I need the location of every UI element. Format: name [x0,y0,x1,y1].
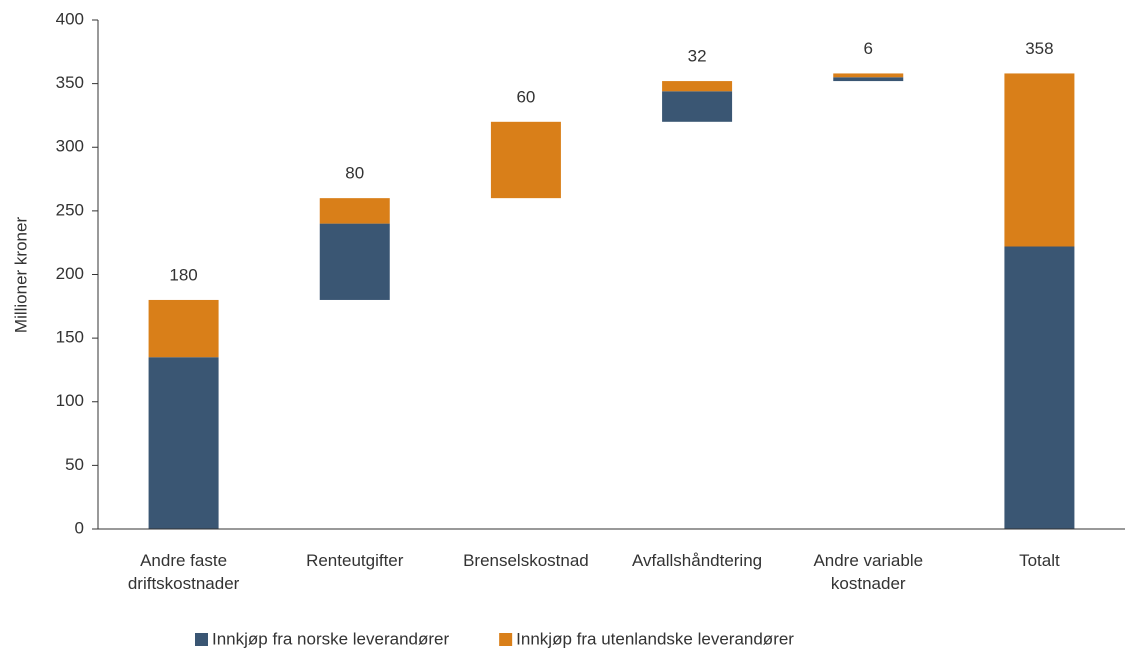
legend-swatch [195,633,208,646]
bar-segment [490,121,561,199]
y-tick-label: 50 [65,455,84,474]
legend-swatch [499,633,513,646]
x-tick-label: Andre faste driftskostnader [127,551,240,593]
bar-segment [833,73,904,78]
y-tick-label: 200 [56,264,84,283]
bar-segment [319,198,390,224]
y-tick-label: 100 [56,391,84,410]
x-tick-label: Andre variable kostnader [813,551,924,593]
bar-segment [662,81,733,92]
x-tick-label: Renteutgifter [306,551,404,570]
y-tick-label: 0 [75,518,84,537]
data-label: 180 [169,265,197,284]
data-label: 358 [1025,39,1053,58]
bar-segment [1004,246,1075,529]
bar-segment [148,299,219,358]
data-label: 32 [688,47,707,66]
bar-segment [319,223,390,300]
y-tick-label: 300 [56,137,84,156]
legend-label: Innkjøp fra utenlandske leverandører [516,629,794,648]
x-tick-label: Totalt [1019,551,1060,570]
data-label: 6 [864,39,873,58]
y-axis-label: Millioner kroner [11,217,30,334]
y-tick-label: 350 [56,73,84,92]
bar-segment [833,77,904,82]
x-tick-label: Avfallshåndtering [632,551,763,570]
x-tick-label: Brenselskostnad [463,551,589,570]
bar-segment [148,357,219,529]
y-tick-label: 150 [56,328,84,347]
data-label: 60 [516,87,535,106]
data-label: 80 [345,164,364,183]
bar-segment [1004,73,1075,247]
bar-segment [662,91,733,122]
y-tick-label: 250 [56,200,84,219]
legend-label: Innkjøp fra norske leverandører [212,629,449,648]
y-tick-label: 400 [56,9,84,28]
